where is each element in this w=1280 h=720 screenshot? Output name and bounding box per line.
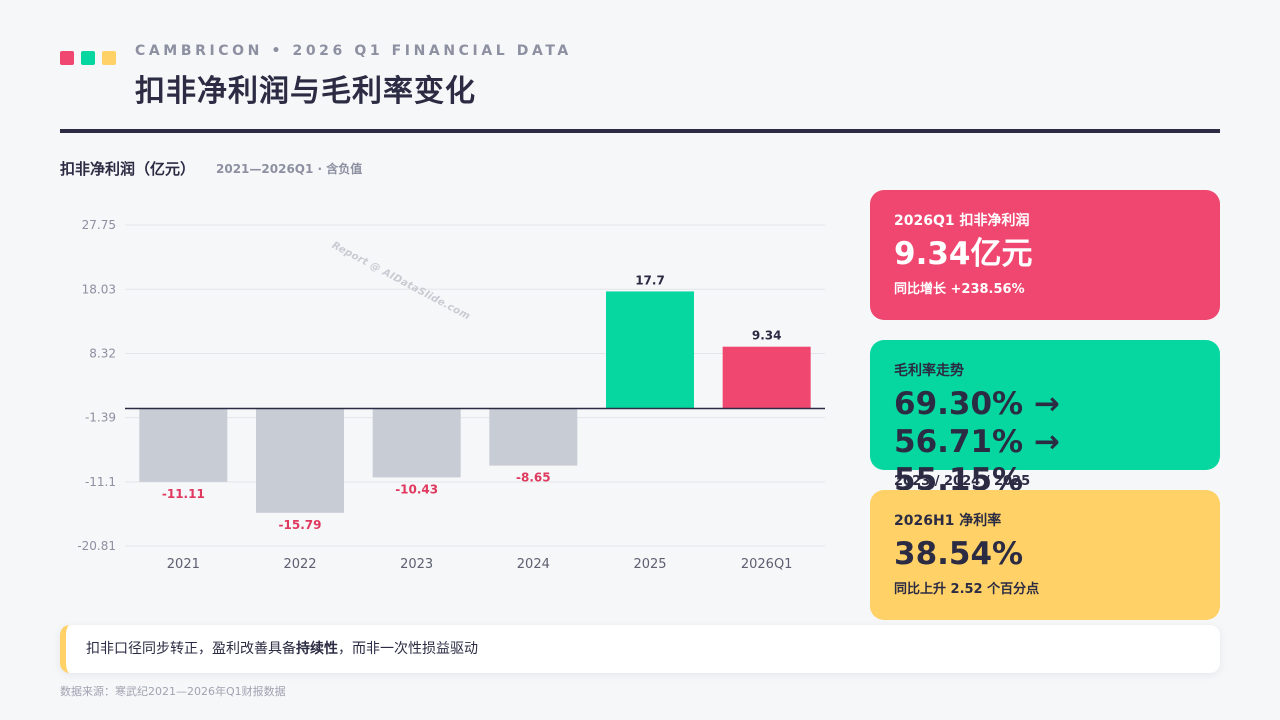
y-tick-label: 8.32 [89, 346, 116, 360]
kpi-card-gross-margin: 毛利率走势 69.30% → 56.71% → 55.15% [870, 340, 1220, 498]
data-source: 数据来源：寒武纪2021—2026年Q1财报数据 [60, 685, 286, 698]
y-tick-label: -11.1 [85, 475, 116, 489]
kpi-card-net-profit: 2026Q1 扣非净利润 9.34亿元 同比增长 +238.56% [870, 190, 1220, 320]
accent-square-yellow [102, 51, 116, 65]
data-label: -10.43 [395, 482, 438, 496]
chart-subtitle: 2021—2026Q1 · 含负值 [216, 162, 363, 176]
insight-text-post: ，而非一次性损益驱动 [338, 641, 478, 657]
kpi-note-gross-margin-years: 2023 / 2024 / 2025 [894, 474, 1031, 489]
kpi-value: 38.54% [894, 536, 1024, 572]
insight-text-pre: 扣非口径同步转正，盈利改善具备 [86, 641, 296, 657]
data-label: 9.34 [752, 329, 782, 343]
bar [489, 408, 578, 466]
bar [606, 291, 694, 409]
kpi-card-net-margin: 2026H1 净利率 38.54% 同比上升 2.52 个百分点 [870, 490, 1220, 620]
data-label: -15.79 [279, 518, 322, 532]
page-title: 扣非净利润与毛利率变化 [135, 74, 476, 109]
title-divider [60, 129, 1220, 133]
header-kicker: CAMBRICON • 2026 Q1 FINANCIAL DATA [135, 43, 572, 59]
x-tick-label: 2026Q1 [741, 557, 793, 572]
insight-text-bold: 持续性 [296, 641, 338, 657]
x-tick-label: 2024 [517, 557, 550, 572]
x-tick-label: 2021 [167, 557, 200, 572]
kpi-label: 2026H1 净利率 [894, 513, 1002, 529]
bar [256, 408, 344, 513]
chart-title: 扣非净利润（亿元） [60, 160, 196, 178]
x-tick-label: 2022 [283, 557, 316, 572]
bar [372, 408, 461, 478]
accent-square-red [60, 51, 74, 65]
data-label: 17.7 [635, 273, 665, 287]
accent-squares [60, 51, 116, 65]
accent-square-green [81, 51, 95, 65]
kpi-note: 同比上升 2.52 个百分点 [894, 581, 1040, 597]
x-tick-label: 2025 [633, 557, 666, 572]
kpi-value: 9.34亿元 [894, 236, 1033, 272]
y-tick-label: -1.39 [85, 411, 116, 425]
insight-banner: 扣非口径同步转正，盈利改善具备持续性，而非一次性损益驱动 [60, 625, 1220, 673]
bar [139, 408, 228, 482]
y-tick-label: 27.75 [82, 218, 116, 232]
kpi-label: 毛利率走势 [894, 363, 964, 379]
data-label: -11.11 [162, 487, 205, 501]
bar-chart: 27.75 18.03 8.32 -1.39 -11.1 -20.81 -11.11 2021… [77, 218, 825, 572]
kpi-note: 同比增长 +238.56% [894, 281, 1025, 297]
y-tick-label: -20.81 [77, 539, 116, 553]
y-tick-label: 18.03 [82, 282, 116, 296]
x-tick-label: 2023 [400, 557, 433, 572]
bar [722, 346, 811, 409]
data-label: -8.65 [516, 471, 551, 485]
kpi-label: 2026Q1 扣非净利润 [894, 213, 1030, 229]
